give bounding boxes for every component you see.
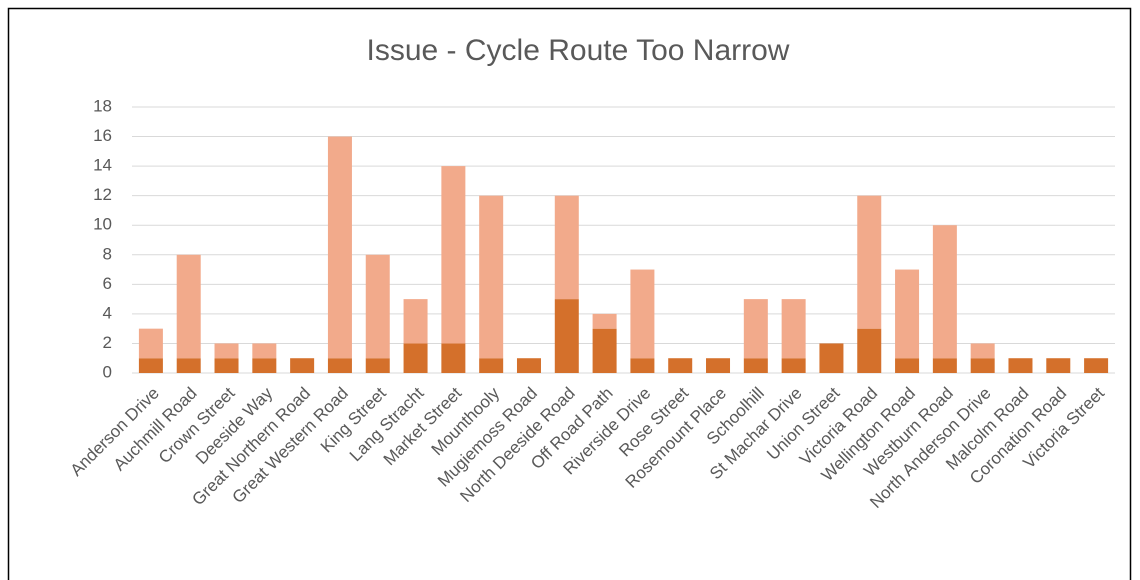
bar-segment: [516, 358, 541, 373]
y-tick-label: 14: [93, 156, 112, 175]
bar-segment: [327, 358, 352, 373]
y-tick-label: 16: [93, 126, 112, 145]
bar-segment: [252, 343, 277, 359]
bar-segment: [138, 328, 163, 359]
y-tick-label: 18: [93, 96, 112, 115]
bar-segment: [932, 358, 957, 373]
bar-segment: [365, 358, 390, 373]
y-tick-label: 4: [103, 303, 112, 322]
bar-segment: [857, 328, 882, 373]
bar-segment: [630, 358, 655, 373]
bar-segment: [554, 299, 579, 373]
bar-segment: [1046, 358, 1071, 373]
bar-segment: [403, 343, 428, 373]
bar-segment: [819, 343, 844, 373]
bar-segment: [214, 358, 239, 373]
bar-segment: [1008, 358, 1033, 373]
bar-segment: [895, 358, 920, 373]
chart-title: Issue - Cycle Route Too Narrow: [367, 34, 790, 67]
bar-segment: [554, 195, 579, 300]
bar-segment: [970, 358, 995, 373]
bar-segment: [592, 313, 617, 329]
y-tick-label: 0: [103, 362, 112, 381]
bar-segment: [138, 358, 163, 373]
bar-segment: [441, 166, 466, 344]
y-tick-label: 12: [93, 185, 112, 204]
bar-segment: [857, 195, 882, 329]
bar-segment: [743, 299, 768, 359]
bar-segment: [895, 269, 920, 359]
bar-segment: [252, 358, 277, 373]
bar-segment: [592, 328, 617, 373]
bar-segment: [176, 358, 201, 373]
y-tick-label: 6: [103, 274, 112, 293]
bar-segment: [743, 358, 768, 373]
bar-segment: [403, 299, 428, 344]
bar-segment: [290, 358, 315, 373]
y-tick-label: 2: [103, 333, 112, 352]
bar-segment: [479, 195, 504, 359]
bar-segment: [176, 254, 201, 359]
y-tick-label: 10: [93, 215, 112, 234]
bar-segment: [327, 136, 352, 359]
bar-segment: [214, 343, 239, 359]
bar-segment: [970, 343, 995, 359]
bar-segment: [630, 269, 655, 359]
bar-segment: [781, 358, 806, 373]
bar-segment: [781, 299, 806, 359]
bar-segment: [441, 343, 466, 373]
bar-segment: [932, 225, 957, 359]
y-tick-label: 8: [103, 244, 112, 263]
bar-segment: [365, 254, 390, 359]
bar-segment: [706, 358, 731, 373]
bar-segment: [479, 358, 504, 373]
bar-segment: [668, 358, 693, 373]
bar-segment: [1084, 358, 1109, 373]
